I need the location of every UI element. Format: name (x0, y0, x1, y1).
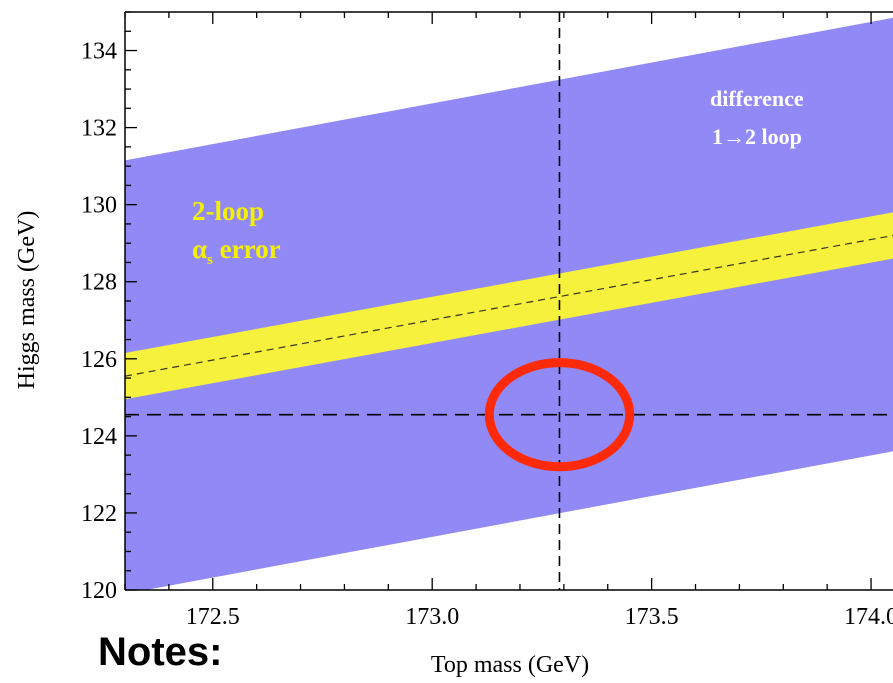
x-tick-label: 173.0 (405, 604, 459, 630)
x-tick-label: 172.5 (186, 604, 240, 630)
x-tick-label: 174.0 (844, 604, 893, 630)
x-axis-title: Top mass (GeV) (431, 652, 589, 678)
y-tick-label: 130 (81, 193, 117, 219)
alpha-symbol: α (192, 234, 207, 264)
y-axis-title: Higgs mass (GeV) (14, 211, 40, 390)
y-tick-label: 126 (81, 347, 117, 373)
loop-annotation-line2: 1→2 loop (712, 124, 802, 149)
alpha-error-word: error (213, 234, 281, 264)
alpha-subscript: s (207, 252, 213, 268)
y-tick-label: 128 (81, 270, 117, 296)
alpha-s-annotation-line1: 2-loop (192, 196, 264, 226)
y-tick-label: 124 (81, 424, 117, 450)
y-tick-label: 132 (81, 116, 117, 142)
notes-heading: Notes: (98, 630, 223, 674)
y-tick-label: 134 (81, 39, 117, 65)
axis-ticks (124, 11, 872, 591)
y-tick-label: 120 (81, 578, 117, 604)
x-tick-label: 173.5 (625, 604, 679, 630)
central-dashed-line (125, 234, 893, 377)
alpha-s-annotation-line2: αs error (192, 234, 281, 268)
loop-difference-annotation: difference 1→2 loop (710, 86, 804, 149)
alpha-s-annotation: 2-loop αs error (192, 196, 281, 268)
measured-point-circle (484, 358, 635, 472)
axis-tick-labels: 172.5 173.0 173.5 174.0 120 122 124 126 128 130 13… (81, 39, 893, 630)
y-tick-label: 122 (81, 501, 117, 527)
loop-annotation-line1: difference (710, 86, 804, 111)
